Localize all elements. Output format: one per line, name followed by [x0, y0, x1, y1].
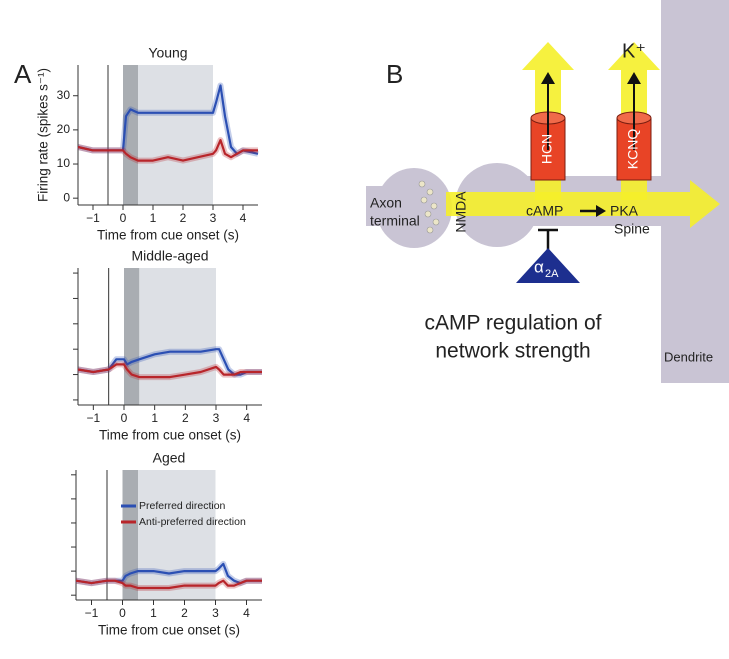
vesicle [430, 202, 438, 210]
label: Spine [614, 221, 650, 237]
x-tick-label: 2 [182, 411, 189, 425]
cue-period [122, 470, 138, 600]
label: cAMP [526, 203, 563, 219]
diagram: Axon terminal NMDA cAMP PKA Spine HCN KC… [366, 0, 729, 383]
cue-period [123, 65, 138, 205]
x-axis-label: Time from cue onset (s) [99, 428, 241, 443]
legend-label: Preferred direction [139, 500, 226, 512]
axon-terminal-shape [376, 168, 452, 248]
label: PKA [610, 203, 639, 219]
y-tick-label: 10 [57, 156, 71, 170]
y-tick-label: 20 [57, 122, 71, 136]
arrow-head [627, 72, 641, 84]
caption: network strength [435, 340, 590, 363]
x-tick-label: 0 [121, 411, 128, 425]
x-tick-label: −1 [86, 411, 100, 425]
label: K⁺ [622, 40, 646, 62]
arrow-head [596, 205, 606, 217]
cue-period [138, 470, 216, 600]
caption: cAMP regulation of [424, 312, 601, 335]
label: terminal [370, 213, 420, 229]
x-tick-label: 4 [240, 211, 247, 225]
label: Dendrite [664, 349, 713, 364]
x-tick-label: 4 [243, 411, 250, 425]
label: Axon [370, 195, 402, 211]
vesicle [420, 196, 428, 204]
vesicle [426, 226, 434, 234]
x-tick-label: 1 [150, 211, 157, 225]
y-axis-label: Firing rate (spikes s⁻¹) [36, 68, 51, 202]
x-tick-label: 3 [213, 411, 220, 425]
data-line [77, 139, 258, 162]
cue-period [124, 268, 140, 405]
label: NMDA [453, 191, 469, 233]
x-tick-label: −1 [86, 211, 100, 225]
x-axis-label: Time from cue onset (s) [98, 623, 240, 638]
x-tick-label: 3 [212, 606, 219, 620]
receptor [516, 248, 580, 283]
label: HCN [539, 134, 555, 164]
y-tick-label: 0 [63, 190, 70, 204]
cue-period [138, 65, 213, 205]
x-tick-label: 0 [120, 211, 127, 225]
x-tick-label: 4 [243, 606, 250, 620]
x-tick-label: −1 [85, 606, 99, 620]
data-line [75, 579, 262, 590]
vesicle [424, 210, 432, 218]
x-tick-label: 2 [180, 211, 187, 225]
signal-arrow [446, 180, 720, 228]
vesicle [432, 218, 440, 226]
x-tick-label: 2 [181, 606, 188, 620]
x-tick-label: 1 [151, 411, 158, 425]
label: 2A [545, 268, 559, 280]
panel-label: A [14, 59, 32, 89]
x-tick-label: 0 [119, 606, 126, 620]
data-line [77, 363, 262, 379]
label: KCNQ [625, 129, 641, 170]
legend-label: Anti-preferred direction [139, 516, 246, 528]
chart-title: Young [148, 45, 187, 61]
chart-title: Middle-aged [131, 248, 208, 264]
x-tick-label: 3 [210, 211, 217, 225]
x-tick-label: 1 [150, 606, 157, 620]
vesicle [418, 180, 426, 188]
y-tick-label: 30 [57, 88, 71, 102]
label: α [534, 257, 544, 276]
vesicle [426, 188, 434, 196]
x-axis-label: Time from cue onset (s) [97, 228, 239, 243]
cue-period [139, 268, 216, 405]
panel-label: B [386, 59, 403, 89]
chart-title: Aged [153, 450, 186, 466]
arrow-head [541, 72, 555, 84]
